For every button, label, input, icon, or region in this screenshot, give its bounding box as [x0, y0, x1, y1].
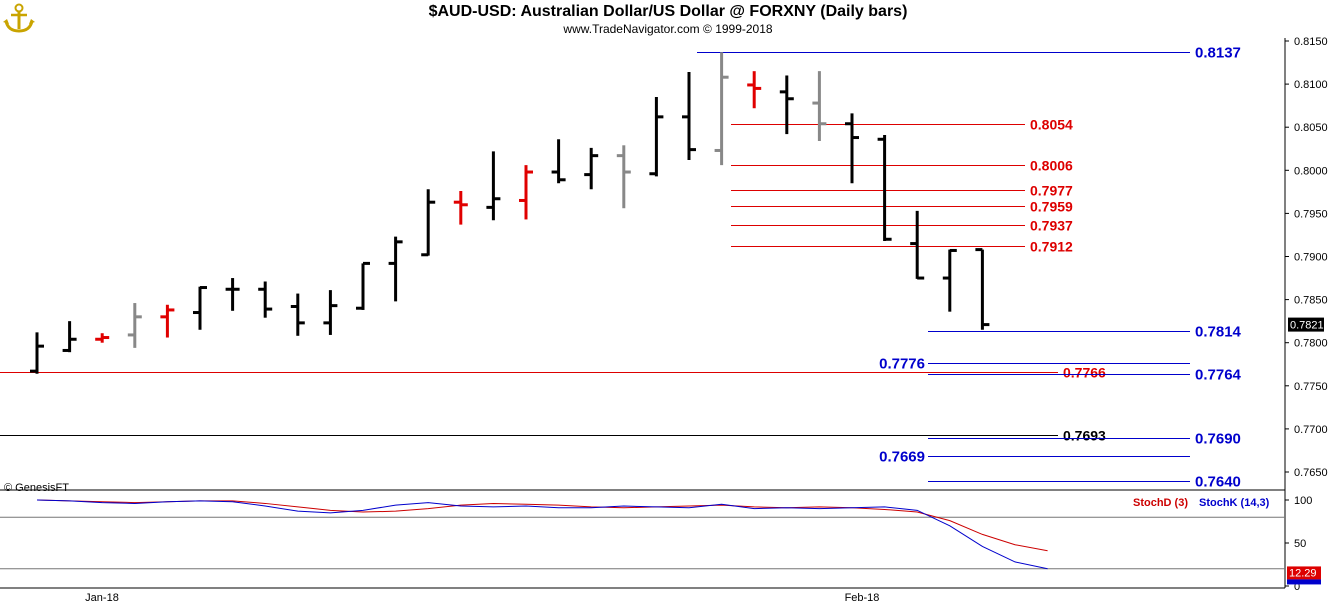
ohlc-bar [877, 134, 892, 241]
level-label: 0.7814 [1195, 324, 1242, 341]
stochk-legend: StochK (14,3) [1199, 497, 1270, 509]
indicator-tick-label: 50 [1294, 538, 1306, 550]
price-tick-label: 0.7700 [1294, 424, 1328, 436]
price-tick-label: 0.8150 [1294, 36, 1328, 48]
stochd-legend: StochD (3) [1133, 497, 1188, 509]
level-label: 0.7693 [1063, 428, 1106, 444]
ohlc-bar [616, 145, 631, 209]
stochk-value-box [1287, 579, 1321, 585]
level-label: 0.7776 [879, 356, 925, 373]
x-tick-label: Jan-18 [85, 592, 119, 604]
ohlc-bar [62, 321, 77, 353]
chart-subtitle: www.TradeNavigator.com © 1999-2018 [563, 22, 773, 36]
indicator-tick-label: 100 [1294, 495, 1312, 507]
ohlc-bar [910, 210, 925, 280]
ohlc-bar [356, 261, 370, 310]
level-label: 0.7912 [1030, 239, 1073, 255]
price-tick-label: 0.7850 [1294, 295, 1328, 307]
x-tick-label: Feb-18 [845, 592, 880, 604]
stochd-value-label: 12.29 [1289, 567, 1317, 579]
ohlc-bar [160, 304, 175, 338]
ohlc-bar [649, 97, 664, 177]
copyright-label: © GenesisFT [4, 482, 69, 494]
last-price-box [1288, 317, 1324, 332]
ohlc-bar [388, 236, 403, 302]
price-tick-label: 0.7800 [1294, 338, 1328, 350]
level-label: 0.8006 [1030, 158, 1073, 174]
ohlc-bar [486, 151, 501, 221]
ohlc-bar [975, 248, 990, 330]
price-pane [0, 38, 1285, 490]
chart-title: $AUD-USD: Australian Dollar/US Dollar @ … [428, 3, 908, 20]
level-label: 0.7959 [1030, 199, 1073, 215]
price-tick-label: 0.8000 [1294, 165, 1328, 177]
level-label: 0.7766 [1063, 365, 1106, 381]
ohlc-bar [290, 293, 305, 336]
ohlc-bar [845, 113, 859, 184]
ohlc-bar [779, 75, 794, 135]
price-tick-label: 0.8100 [1294, 79, 1328, 91]
ohlc-bar [30, 332, 44, 374]
price-tick-label: 0.7750 [1294, 381, 1328, 393]
ohlc-bar [225, 278, 240, 311]
price-tick-label: 0.7950 [1294, 208, 1328, 220]
chart-header: $AUD-USD: Australian Dollar/US Dollar @ … [0, 0, 1336, 38]
anchor-logo-icon [2, 2, 36, 34]
ohlc-bar [95, 333, 110, 343]
ohlc-bar [747, 71, 762, 109]
ohlc-bar [551, 139, 566, 184]
level-label: 0.7669 [879, 449, 925, 466]
ohlc-bar [421, 189, 436, 257]
level-label: 0.8137 [1195, 45, 1241, 62]
level-label: 0.7937 [1030, 218, 1073, 234]
ohlc-bar [682, 72, 696, 160]
ohlc-bar [584, 147, 599, 190]
ohlc-bar [193, 286, 207, 330]
stochk-line [36, 499, 1048, 570]
indicator-tick-label: 0 [1294, 581, 1300, 593]
ohlc-bar [323, 290, 338, 335]
ohlc-bar [519, 165, 533, 220]
ohlc-bar [258, 281, 273, 318]
level-label: 0.8054 [1030, 117, 1073, 133]
price-tick-label: 0.7650 [1294, 467, 1328, 479]
price-tick-label: 0.8050 [1294, 122, 1328, 134]
level-label: 0.7690 [1195, 431, 1241, 448]
stochd-value-box [1287, 566, 1321, 580]
last-price-label: 0.7821 [1290, 320, 1324, 332]
level-label: 0.7640 [1195, 474, 1241, 491]
level-label: 0.7764 [1195, 367, 1242, 384]
ohlc-bar [453, 190, 468, 225]
ohlc-bar [942, 248, 957, 312]
level-label: 0.7977 [1030, 183, 1073, 199]
indicator-pane [0, 493, 1285, 588]
price-tick-label: 0.7900 [1294, 252, 1328, 264]
ohlc-bar [714, 52, 729, 166]
ohlc-bar [812, 71, 827, 141]
ohlc-bar [127, 303, 142, 348]
